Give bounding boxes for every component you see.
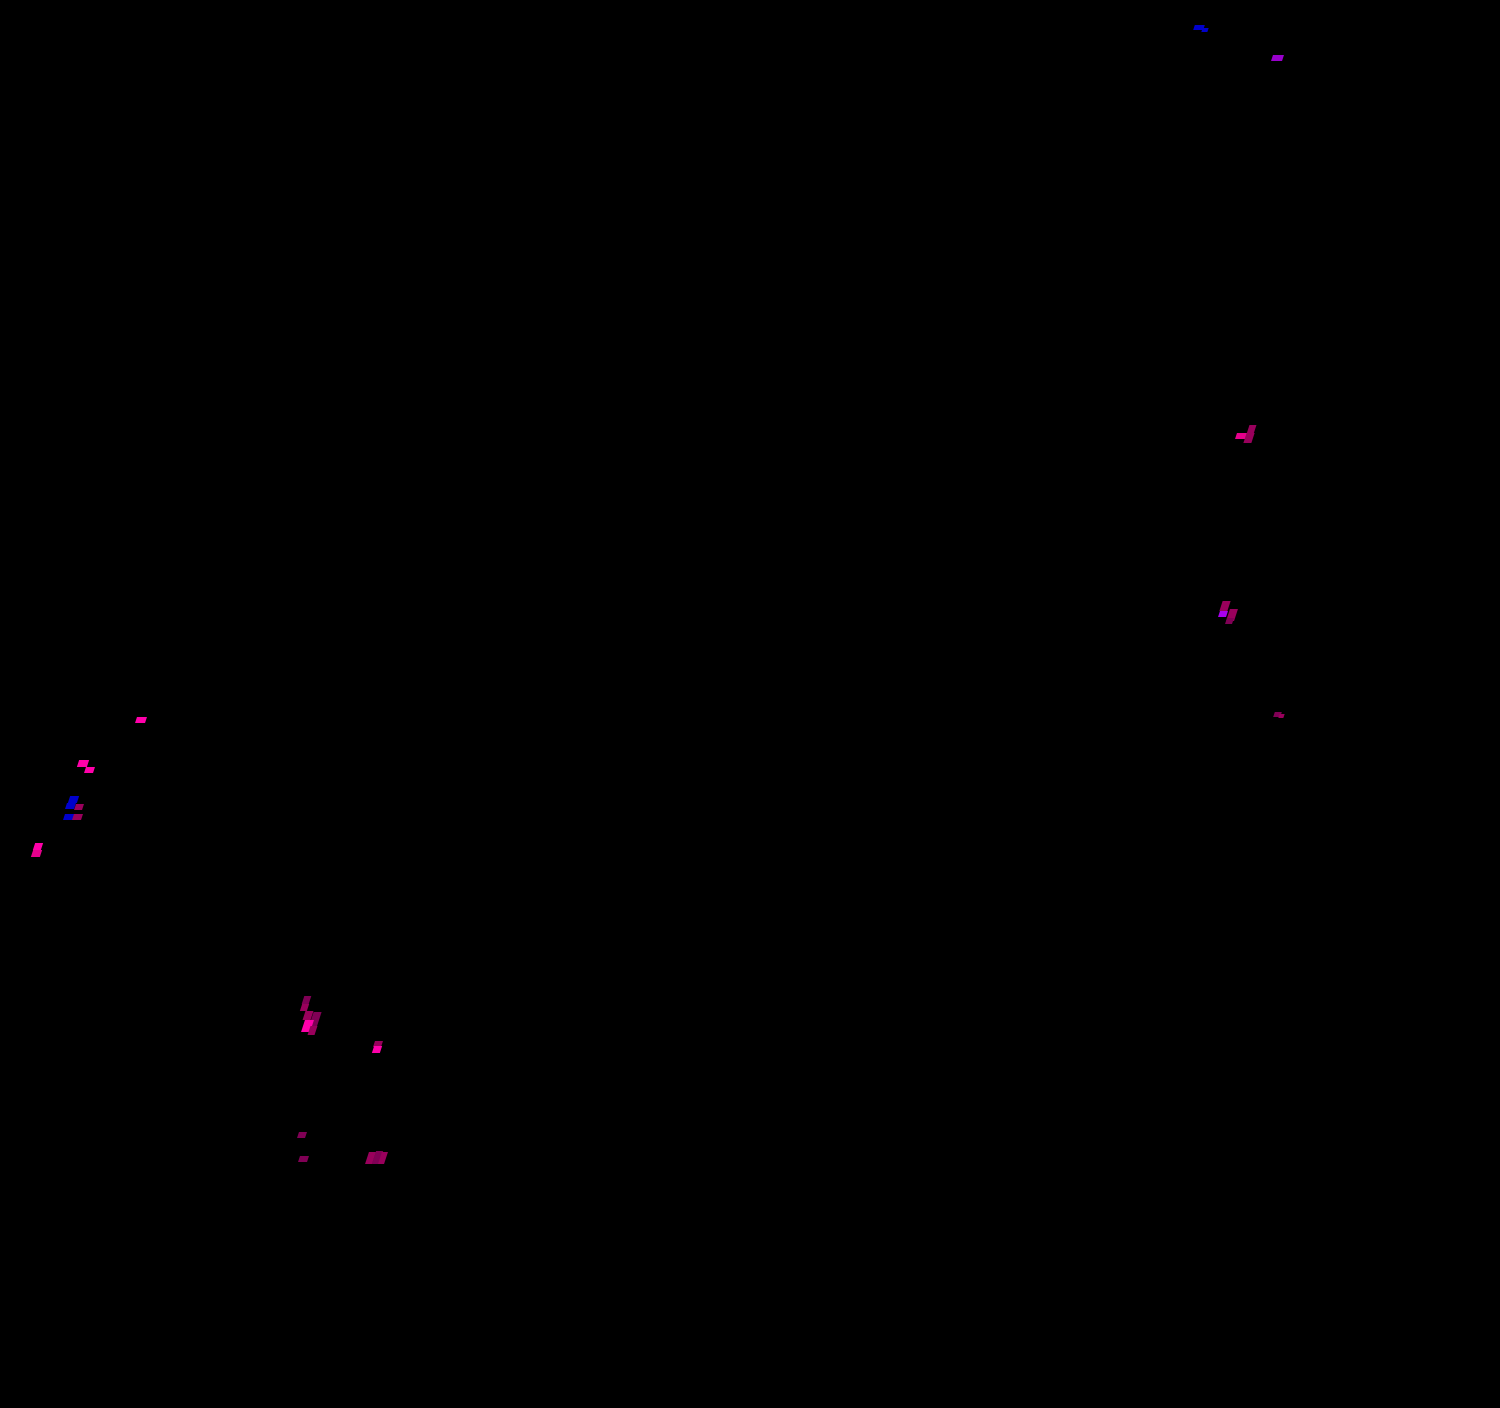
marker-center-right-b	[371, 1046, 383, 1053]
marker-darkmagenta-blk-c	[1225, 618, 1234, 624]
marker-left-pair-b	[84, 767, 95, 773]
marker-cluster-magenta-b	[72, 814, 83, 820]
marker-blue-cluster-a	[67, 796, 80, 803]
marker-center-e	[307, 1026, 318, 1035]
marker-center-a	[301, 996, 312, 1004]
marker-left-lower-a	[32, 843, 44, 850]
marker-center-b	[299, 1004, 310, 1011]
marker-bottom-small-b	[298, 1156, 309, 1162]
marker-bottom-small-a	[297, 1132, 307, 1138]
marker-cluster-magenta	[74, 804, 84, 810]
marker-right-dash-b	[1278, 714, 1285, 718]
marker-purple-top	[1271, 55, 1284, 61]
marker-left-dot	[135, 717, 147, 723]
marker-darkmagenta-diag-b	[1243, 433, 1255, 443]
marker-left-lower-b	[30, 850, 43, 857]
marker-blue-top-tail	[1201, 28, 1209, 32]
marker-left-pair-a	[76, 760, 90, 767]
